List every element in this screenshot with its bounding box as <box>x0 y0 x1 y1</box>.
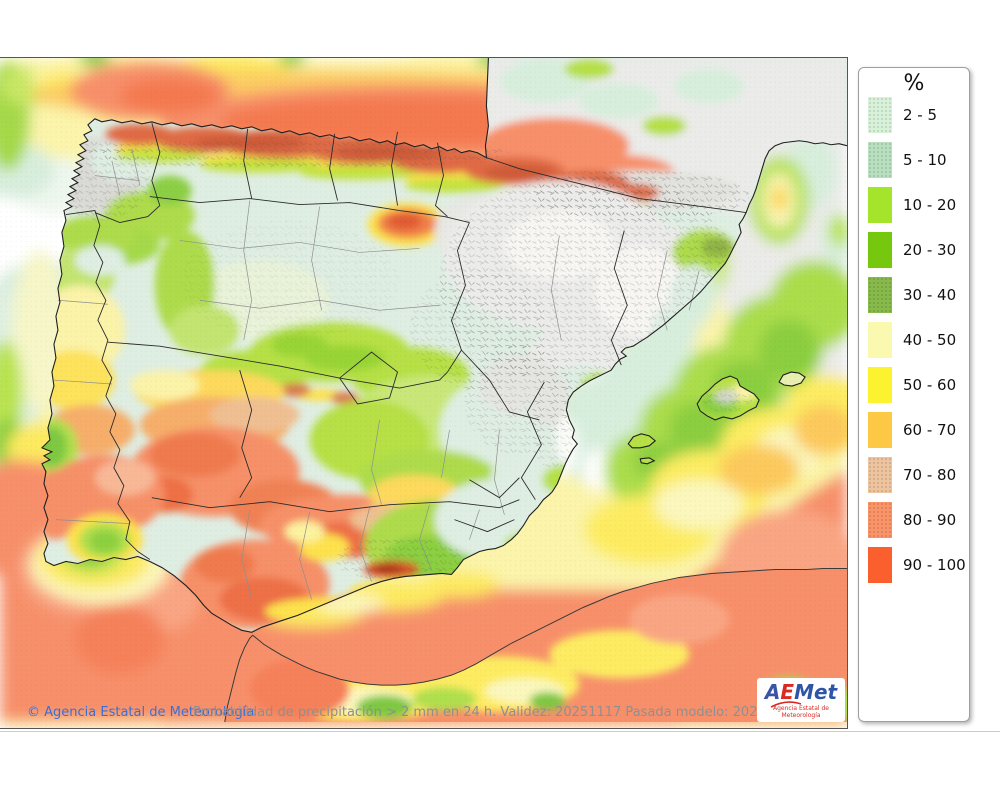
legend-swatch <box>868 322 892 358</box>
legend-swatch <box>868 97 892 133</box>
aemet-logo: AEMet Agencia Estatal de Meteorología <box>757 678 845 722</box>
legend-label: 20 - 30 <box>903 241 957 259</box>
legend-label: 60 - 70 <box>903 421 957 439</box>
legend-label: 90 - 100 <box>903 556 966 574</box>
aemet-logo-swoosh-icon <box>770 701 802 708</box>
legend-title: % <box>903 71 925 96</box>
legend-label: 80 - 90 <box>903 511 957 529</box>
legend-swatch <box>868 502 892 538</box>
legend-label: 5 - 10 <box>903 151 947 169</box>
aemet-logo-met: Met <box>794 680 838 704</box>
legend-item: 5 - 10 <box>868 142 969 178</box>
legend-label: 50 - 60 <box>903 376 957 394</box>
legend-label: 70 - 80 <box>903 466 957 484</box>
precipitation-probability-map <box>0 57 848 729</box>
legend-item: 80 - 90 <box>868 502 969 538</box>
legend-panel: % 2 - 5 5 - 10 10 - 20 20 - 30 30 - 40 40 - 5… <box>858 67 970 722</box>
legend-swatch <box>868 232 892 268</box>
legend-item: 40 - 50 <box>868 322 969 358</box>
aemet-logo-letter-e: E <box>780 680 795 704</box>
legend-item: 30 - 40 <box>868 277 969 313</box>
aemet-logo-letter-a: A <box>764 680 781 704</box>
footer-description: Probabilidad de precipitación > 2 mm en … <box>193 705 816 720</box>
legend-swatch <box>868 412 892 448</box>
legend-item: 90 - 100 <box>868 547 969 583</box>
legend-item: 2 - 5 <box>868 97 969 133</box>
legend-item: 20 - 30 <box>868 232 969 268</box>
map-canvas <box>0 58 847 728</box>
legend-item: 60 - 70 <box>868 412 969 448</box>
legend-swatch <box>868 367 892 403</box>
legend-swatch <box>868 187 892 223</box>
legend-items: 2 - 5 5 - 10 10 - 20 20 - 30 30 - 40 40 - 50 5… <box>868 97 969 592</box>
legend-swatch <box>868 142 892 178</box>
footer-copyright: © Agencia Estatal de Meteorología <box>27 705 255 720</box>
legend-swatch <box>868 547 892 583</box>
legend-label: 2 - 5 <box>903 106 938 124</box>
legend-item: 10 - 20 <box>868 187 969 223</box>
legend-label: 40 - 50 <box>903 331 957 349</box>
aemet-logo-wordmark: AEMet <box>757 680 845 705</box>
legend-item: 50 - 60 <box>868 367 969 403</box>
page-divider <box>0 731 1000 732</box>
legend-label: 10 - 20 <box>903 196 957 214</box>
legend-swatch <box>868 277 892 313</box>
aemet-logo-subtitle: Agencia Estatal de Meteorología <box>772 705 829 719</box>
legend-swatch <box>868 457 892 493</box>
legend-label: 30 - 40 <box>903 286 957 304</box>
legend-item: 70 - 80 <box>868 457 969 493</box>
